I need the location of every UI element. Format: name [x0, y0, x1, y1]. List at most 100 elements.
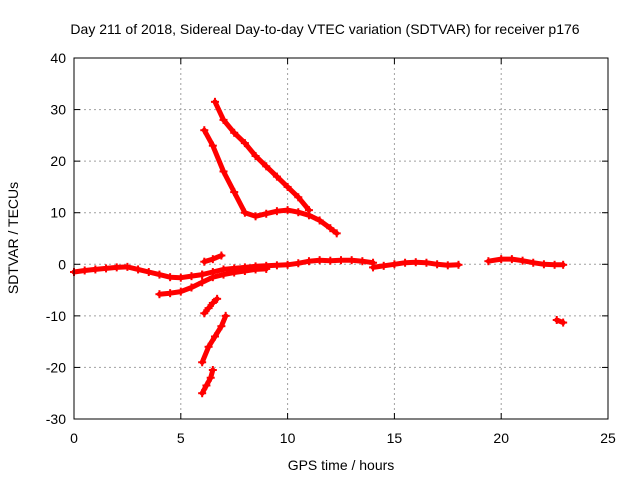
series-falling-lower [199, 367, 216, 396]
data-point [187, 272, 196, 281]
data-point [559, 318, 568, 327]
data-point [262, 162, 271, 171]
y-tick-label: 10 [50, 205, 66, 221]
y-tick-label: -10 [46, 308, 66, 324]
data-point [221, 311, 230, 320]
data-point [208, 255, 217, 264]
data-point [198, 358, 207, 367]
data-point [559, 260, 568, 269]
data-point [208, 141, 217, 150]
data-point [251, 262, 260, 271]
x-tick-label: 15 [387, 430, 403, 446]
data-point [210, 332, 219, 341]
y-axis-label: SDTVAR / TECUs [5, 182, 21, 294]
data-point [401, 258, 410, 267]
y-tick-label: 0 [58, 256, 66, 272]
data-point [262, 209, 271, 218]
data-point [539, 260, 548, 269]
data-point [155, 290, 164, 299]
data-point [240, 139, 249, 148]
x-tick-label: 20 [493, 430, 509, 446]
y-tick-label: 20 [50, 153, 66, 169]
data-point [187, 283, 196, 292]
data-point [550, 260, 559, 269]
x-tick-label: 10 [280, 430, 296, 446]
data-point [240, 263, 249, 272]
series-diagonal-b [201, 127, 340, 236]
data-point [422, 258, 431, 267]
data-point [262, 261, 271, 270]
data-point [213, 294, 222, 303]
data-point [272, 207, 281, 216]
data-point [134, 265, 143, 274]
data-point [204, 342, 213, 351]
data-point [206, 373, 215, 382]
data-point [230, 264, 239, 273]
data-point [230, 188, 239, 197]
data-point [304, 211, 313, 220]
data-point [454, 260, 463, 269]
data-point [176, 287, 185, 296]
data-point [155, 270, 164, 279]
data-point [283, 206, 292, 215]
data-point [200, 257, 209, 266]
data-point [294, 208, 303, 217]
data-point [369, 263, 378, 272]
data-point [102, 264, 111, 273]
data-point [347, 256, 356, 265]
data-point [166, 289, 175, 298]
data-point [204, 304, 213, 313]
data-point [332, 229, 341, 238]
data-point [518, 256, 527, 265]
data-point [198, 278, 207, 287]
x-ticks: 0 5 10 15 20 25 [70, 58, 616, 446]
data-point [230, 128, 239, 137]
data-point [123, 262, 132, 271]
data-point [443, 261, 452, 270]
data-point [144, 268, 153, 277]
data-point [337, 256, 345, 265]
plot-frame [73, 57, 609, 420]
data-point [294, 193, 303, 202]
data-point [272, 261, 281, 270]
y-tick-label: -30 [46, 411, 66, 427]
data-point [240, 208, 249, 217]
data-point [200, 126, 209, 135]
data-point [326, 256, 335, 265]
data-point [272, 172, 281, 181]
data-point [283, 182, 292, 191]
data-point [326, 224, 335, 233]
series-diagonal-a [212, 99, 312, 213]
grid [74, 58, 608, 419]
data-point [219, 265, 228, 274]
data-point [283, 260, 292, 269]
data-point [294, 259, 303, 268]
data-point [112, 263, 121, 272]
data-point [91, 265, 100, 274]
data-point [208, 268, 217, 277]
data-point [497, 255, 506, 264]
data-point [507, 255, 516, 264]
x-tick-label: 25 [600, 430, 616, 446]
data-point [390, 260, 399, 269]
y-tick-label: 30 [50, 102, 66, 118]
x-tick-label: 5 [177, 430, 185, 446]
data-point [529, 258, 538, 267]
data-point [358, 257, 367, 266]
x-axis-label: GPS time / hours [288, 457, 395, 473]
data-point [208, 366, 217, 375]
series-group [70, 97, 568, 398]
y-tick-label: 40 [50, 50, 66, 66]
data-point [208, 298, 217, 307]
data-point [219, 115, 228, 124]
data-point [304, 257, 313, 266]
data-point [315, 256, 324, 265]
series-falling-upper [201, 296, 220, 316]
x-tick-label: 0 [70, 430, 78, 446]
data-point [200, 309, 209, 318]
chart-title: Day 211 of 2018, Sidereal Day-to-day VTE… [70, 21, 579, 37]
data-point [217, 251, 226, 260]
data-point [251, 151, 260, 160]
data-point [484, 257, 493, 266]
